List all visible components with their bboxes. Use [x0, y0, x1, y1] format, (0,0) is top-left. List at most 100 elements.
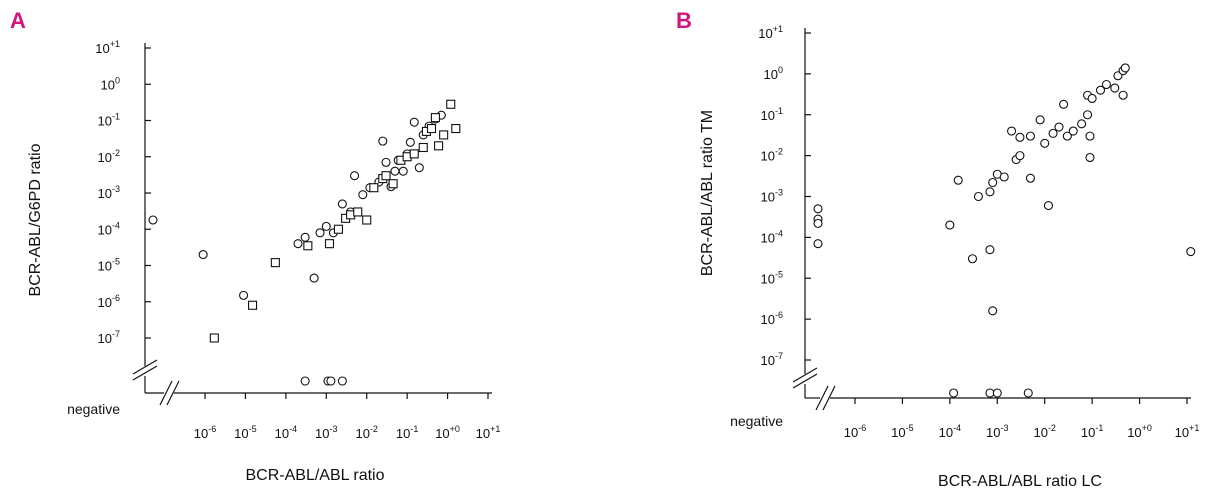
- data-point-b-0-42: [949, 388, 959, 398]
- data-point-b-0-30: [1085, 131, 1095, 141]
- data-point-b-0-2: [813, 218, 823, 228]
- y-tick-label-a-4: 10-3: [98, 184, 120, 201]
- data-point-b-0-39: [1120, 63, 1130, 73]
- y-tick-label-a-7: 10-6: [98, 293, 120, 310]
- data-point-a-0-2: [239, 290, 249, 300]
- data-point-b-0-21: [1040, 138, 1050, 148]
- data-point-a-0-6: [315, 228, 325, 238]
- data-point-b-0-7: [973, 191, 983, 202]
- data-point-b-0-31: [1085, 152, 1095, 163]
- data-point-a-0-9: [337, 199, 347, 209]
- x-tick-label-a-5: 10-1: [396, 424, 418, 441]
- x-tick-label-b-2: 10-4: [939, 423, 961, 440]
- data-point-a-1-1: [247, 300, 258, 310]
- x-tick-label-b-1: 10-5: [891, 423, 913, 440]
- data-point-a-1-13: [388, 179, 398, 189]
- panel-b-label: B: [676, 8, 692, 33]
- x-break-mark-1-a: [159, 380, 173, 406]
- data-point-b-0-40: [1118, 90, 1128, 100]
- data-point-b-0-45: [1023, 388, 1033, 398]
- x-tick-label-b-6: 10+0: [1127, 423, 1152, 440]
- data-point-a-1-19: [426, 123, 437, 134]
- data-point-a-1-24: [430, 113, 440, 123]
- y-axis-title-a: BCR-ABL/G6PD ratio: [27, 143, 44, 296]
- data-point-b-0-25: [1059, 99, 1069, 109]
- data-point-b-0-33: [1087, 93, 1097, 104]
- data-point-a-0-15: [378, 136, 388, 146]
- data-point-a-1-8: [353, 207, 363, 217]
- data-point-b-0-28: [1077, 119, 1087, 129]
- data-point-b-0-36: [1110, 83, 1120, 93]
- data-point-b-0-22: [1035, 115, 1045, 125]
- data-point-a-1-20: [434, 141, 444, 151]
- data-point-b-0-15: [1015, 151, 1025, 161]
- data-point-a-0-28: [390, 166, 400, 176]
- y-tick-label-b-5: 10-4: [761, 228, 783, 245]
- data-point-b-0-9: [988, 306, 998, 316]
- y-break-mark-1-b: [792, 367, 818, 383]
- data-point-b-0-41: [1186, 246, 1196, 257]
- y-break-mark-2-a: [132, 365, 158, 381]
- data-point-b-0-23: [1048, 128, 1058, 138]
- x-tick-label-a-7: 10+1: [476, 424, 501, 441]
- y-tick-label-b-2: 10-1: [761, 106, 783, 123]
- data-point-b-0-34: [1095, 85, 1106, 95]
- data-point-b-0-8: [985, 245, 995, 255]
- data-point-a-1-0: [209, 333, 219, 343]
- x-axis-title-a: BCR-ABL/ABL ratio: [245, 467, 384, 484]
- data-point-a-0-27: [409, 117, 419, 127]
- y-tick-label-a-1: 100: [101, 75, 120, 92]
- y-tick-label-b-3: 10-2: [761, 147, 783, 164]
- x-break-mark-1-b: [815, 385, 829, 411]
- data-point-b-0-0: [813, 204, 823, 214]
- data-point-b-0-19: [1025, 173, 1035, 183]
- data-point-b-0-26: [1062, 131, 1072, 141]
- x-tick-label-b-4: 10-2: [1033, 423, 1055, 440]
- data-point-a-0-3: [293, 239, 303, 249]
- data-point-a-0-21: [405, 137, 415, 147]
- y-break-mark-2-b: [792, 373, 818, 389]
- data-point-a-0-22: [414, 163, 424, 173]
- x-tick-label-a-6: 10+0: [435, 424, 460, 441]
- x-tick-label-a-2: 10-4: [275, 424, 297, 441]
- y-tick-label-a-2: 10-1: [98, 112, 120, 129]
- x-tick-label-b-3: 10-3: [986, 423, 1008, 440]
- data-point-a-0-7: [321, 221, 331, 231]
- x-tick-label-a-0: 10-6: [194, 424, 216, 441]
- y-tick-label-a-0: 10+1: [95, 39, 120, 56]
- y-tick-label-b-7: 10-6: [761, 310, 783, 327]
- data-point-b-0-18: [1025, 131, 1035, 141]
- data-point-b-0-13: [999, 172, 1009, 182]
- data-point-b-0-10: [985, 187, 995, 197]
- data-point-a-0-11: [349, 171, 360, 181]
- data-point-b-0-5: [953, 175, 963, 185]
- data-point-b-0-11: [988, 177, 998, 188]
- data-point-a-1-23: [451, 123, 461, 134]
- data-point-b-0-20: [1043, 201, 1054, 211]
- data-point-b-0-4: [945, 220, 955, 230]
- data-point-a-0-16: [381, 157, 391, 167]
- data-point-b-0-3: [813, 239, 823, 249]
- data-point-b-0-44: [992, 388, 1002, 398]
- y-tick-label-b-1: 100: [764, 65, 783, 82]
- plot-area-b: 10+1 100 10-1 10-2 10-3 10-4 10-5 10-6 10-7 10-6 1…: [699, 24, 1199, 490]
- data-point-a-1-10: [369, 183, 379, 193]
- data-point-a-0-32: [337, 376, 347, 386]
- y-tick-label-b-6: 10-5: [761, 269, 783, 286]
- data-point-a-0-29: [300, 376, 310, 386]
- x-tick-label-b-0: 10-6: [844, 423, 866, 440]
- y-tick-label-a-3: 10-2: [98, 148, 120, 165]
- data-point-a-1-16: [409, 149, 419, 159]
- y-tick-label-a-6: 10-5: [98, 257, 120, 274]
- data-point-a-0-12: [358, 190, 368, 200]
- data-point-a-0-31: [326, 376, 336, 386]
- y-axis-title-b: BCR-ABL/ABL ratio TM: [699, 110, 716, 276]
- x-tick-label-a-1: 10-5: [234, 424, 256, 441]
- x-break-mark-2-a: [166, 380, 180, 406]
- data-point-a-1-22: [446, 99, 456, 109]
- negative-label-b: negative: [730, 413, 783, 429]
- data-point-a-1-4: [324, 239, 335, 249]
